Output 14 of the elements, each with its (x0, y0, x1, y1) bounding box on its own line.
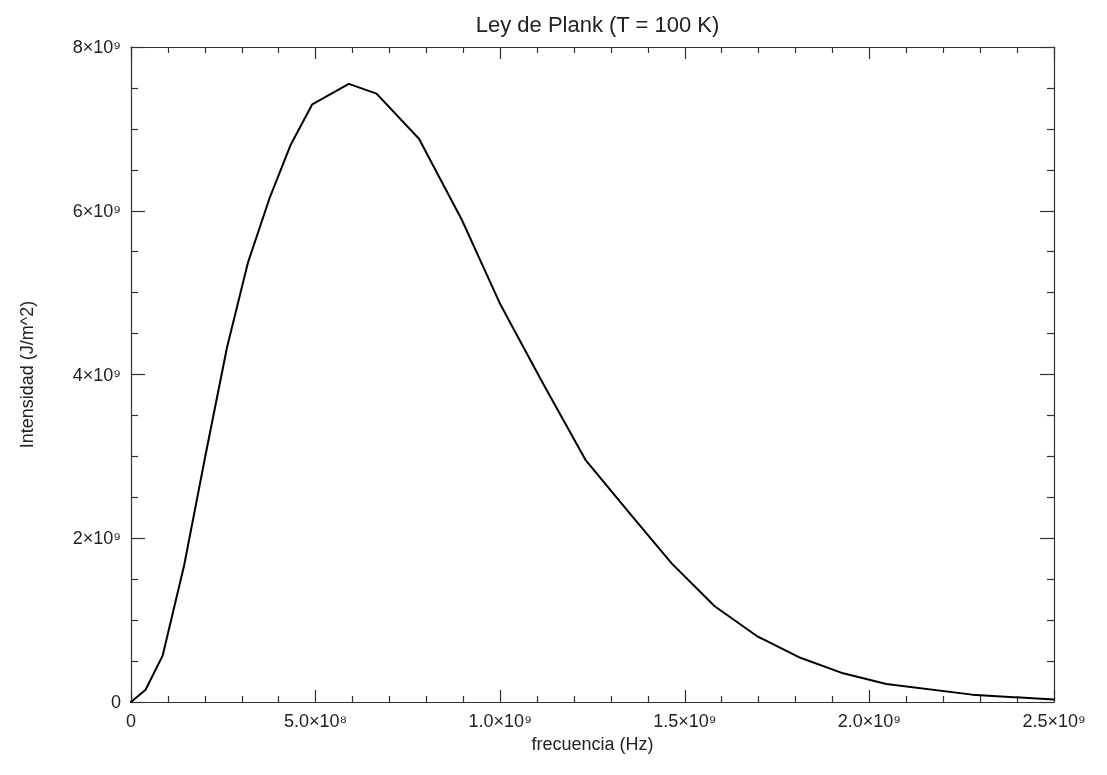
x-tick-label: 5.0×10⁸ (284, 711, 348, 731)
y-tick-label: 0 (110, 692, 121, 712)
y-axis-title: Intensidad (J/m^2) (17, 300, 37, 449)
chart-title: Ley de Plank (T = 100 K) (475, 11, 720, 37)
y-tick-label: 4×10⁹ (72, 364, 121, 385)
y-tick-label: 2×10⁹ (72, 528, 121, 549)
y-tick-label: 8×10⁹ (72, 37, 121, 57)
x-tick-label: 0 (125, 711, 137, 731)
x-tick-label: 1.5×10⁹ (653, 711, 717, 731)
x-tick-label: 2.5×10⁹ (1022, 711, 1086, 731)
x-axis-title: frecuencia (Hz) (531, 733, 654, 754)
x-tick-label: 2.0×10⁹ (837, 711, 902, 731)
x-tick-label: 1.0×10⁹ (468, 711, 532, 731)
y-tick-label: 6×10⁹ (72, 200, 121, 221)
